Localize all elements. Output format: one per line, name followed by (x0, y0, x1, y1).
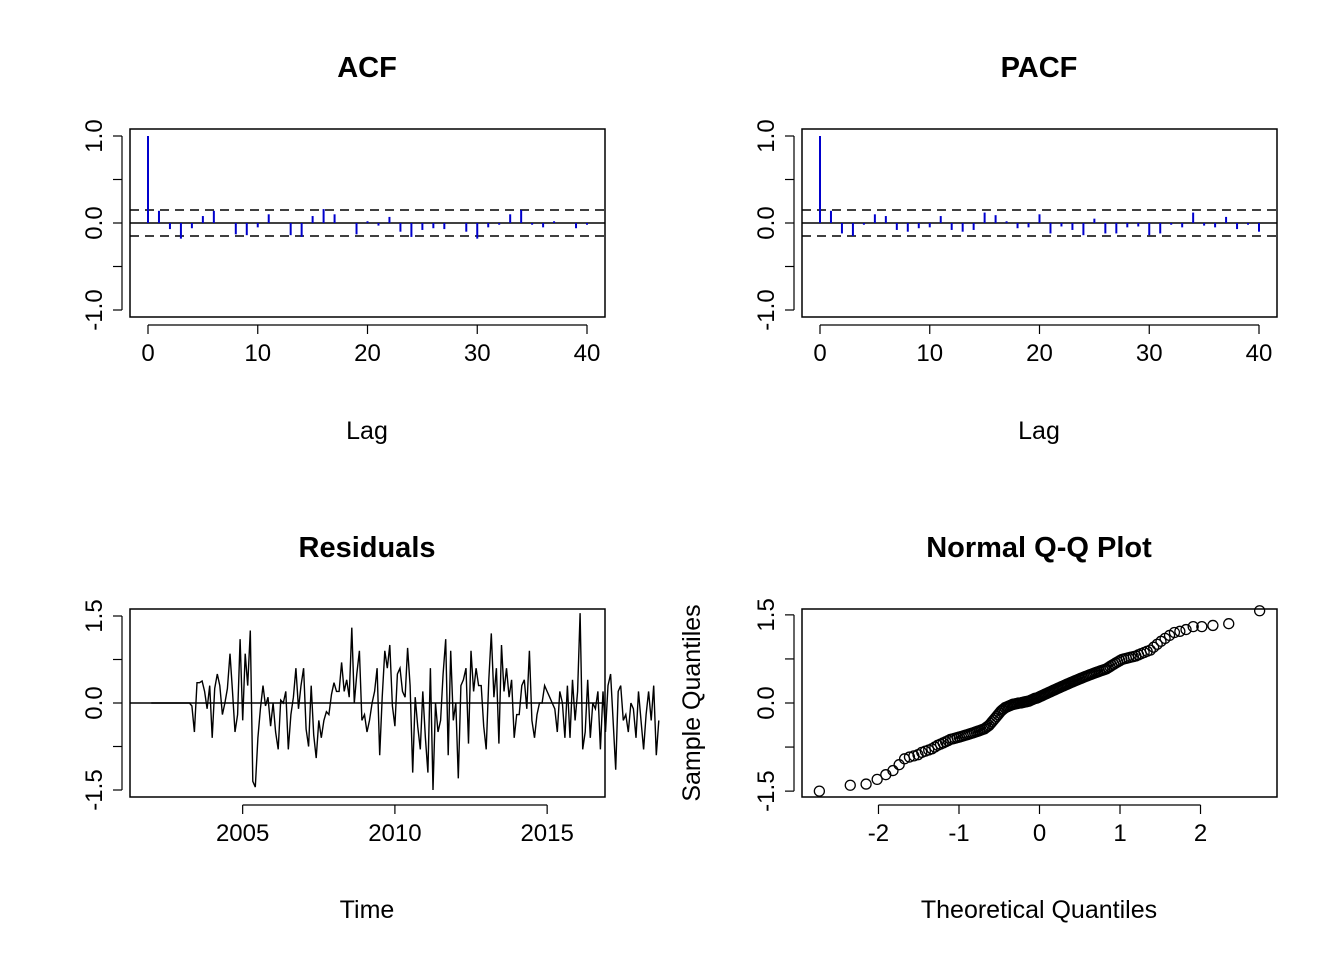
qq-point (871, 773, 883, 786)
qq-point (1174, 625, 1186, 637)
qq-point (813, 785, 826, 797)
qq-y-tick-label: -1.5 (753, 770, 780, 811)
pacf-title: PACF (1001, 52, 1078, 84)
pacf-x-tick-label: 30 (1136, 340, 1163, 367)
qq-y-tick-label: 0.0 (753, 686, 780, 719)
acf-x-tick-label: 30 (464, 340, 491, 367)
qq-panel: Normal Q-Q Plot Theoretical Quantiles Sa… (678, 532, 1278, 924)
qq-point (1207, 619, 1219, 632)
acf-x-tick-label: 0 (141, 340, 154, 367)
acf-x-tick-label: 20 (354, 340, 381, 367)
residuals-y-tick-label: -1.5 (81, 769, 108, 810)
qq-point (860, 778, 872, 790)
qq-point (1223, 618, 1235, 630)
qq-plot-frame (801, 608, 1278, 798)
qq-y-label: Sample Quantiles (678, 604, 706, 801)
acf-y-tick-label: 0.0 (81, 206, 108, 239)
residuals-y-tick-label: 0.0 (81, 686, 108, 719)
residuals-x-tick-label: 2005 (216, 820, 269, 847)
acf-marks (130, 136, 605, 239)
pacf-x-tick-label: 20 (1026, 340, 1053, 367)
residuals-x-axis: 2005 2010 2015 (216, 804, 574, 847)
pacf-x-axis: 0 10 20 30 40 (813, 324, 1273, 367)
qq-point (887, 764, 899, 777)
qq-point (893, 759, 905, 771)
qq-point (1168, 626, 1181, 639)
qq-x-tick-label: 2 (1194, 820, 1207, 847)
residuals-marks (130, 613, 660, 791)
residuals-title: Residuals (299, 532, 436, 564)
qq-y-axis: -1.5 0.0 1.5 (753, 598, 795, 812)
qq-point (1180, 623, 1192, 636)
acf-x-tick-label: 40 (574, 340, 601, 367)
qq-point (1253, 605, 1266, 617)
qq-point (1187, 620, 1199, 633)
pacf-y-tick-label: 1.0 (753, 119, 780, 152)
residuals-y-tick-label: 1.5 (81, 599, 108, 632)
acf-y-tick-label: 1.0 (81, 119, 108, 152)
qq-marks (813, 605, 1266, 797)
acf-x-label: Lag (346, 417, 388, 445)
acf-y-tick-label: -1.0 (81, 289, 108, 330)
residuals-y-axis: -1.5 0.0 1.5 (81, 599, 123, 811)
pacf-marks (802, 136, 1277, 237)
qq-y-tick-label: 1.5 (753, 598, 780, 631)
qq-x-tick-label: 0 (1033, 820, 1046, 847)
pacf-panel: PACF Lag 0 10 20 30 40 -1.0 0.0 1.0 (753, 52, 1278, 445)
qq-point (1147, 641, 1160, 653)
qq-point (1196, 620, 1208, 633)
residuals-panel: Residuals Time 2005 2010 2015 -1.5 0.0 1.5 (81, 532, 660, 924)
qq-x-tick-label: 1 (1113, 820, 1126, 847)
residuals-x-tick-label: 2010 (368, 820, 421, 847)
acf-y-axis: -1.0 0.0 1.0 (81, 119, 123, 331)
residuals-series-line (151, 613, 660, 791)
residuals-x-tick-label: 2015 (520, 820, 573, 847)
acf-panel: ACF Lag 0 10 20 30 40 -1.0 0.0 1.0 (81, 52, 606, 445)
acf-title: ACF (337, 52, 397, 84)
qq-point (844, 779, 856, 791)
qq-x-axis: -2 -1 0 1 2 (868, 804, 1207, 847)
pacf-x-tick-label: 0 (813, 340, 826, 367)
pacf-y-axis: -1.0 0.0 1.0 (753, 119, 795, 331)
qq-x-tick-label: -2 (868, 820, 889, 847)
qq-point (903, 751, 916, 763)
pacf-y-tick-label: 0.0 (753, 206, 780, 239)
qq-x-label: Theoretical Quantiles (921, 896, 1157, 924)
pacf-x-tick-label: 40 (1246, 340, 1273, 367)
qq-x-tick-label: -1 (948, 820, 969, 847)
residuals-x-label: Time (340, 896, 395, 924)
pacf-x-tick-label: 10 (916, 340, 943, 367)
acf-x-tick-label: 10 (244, 340, 271, 367)
qq-point (1144, 644, 1156, 656)
pacf-x-label: Lag (1018, 417, 1060, 445)
acf-x-axis: 0 10 20 30 40 (141, 324, 601, 367)
pacf-y-tick-label: -1.0 (753, 289, 780, 330)
qq-point (1151, 638, 1163, 650)
qq-title: Normal Q-Q Plot (926, 532, 1152, 564)
